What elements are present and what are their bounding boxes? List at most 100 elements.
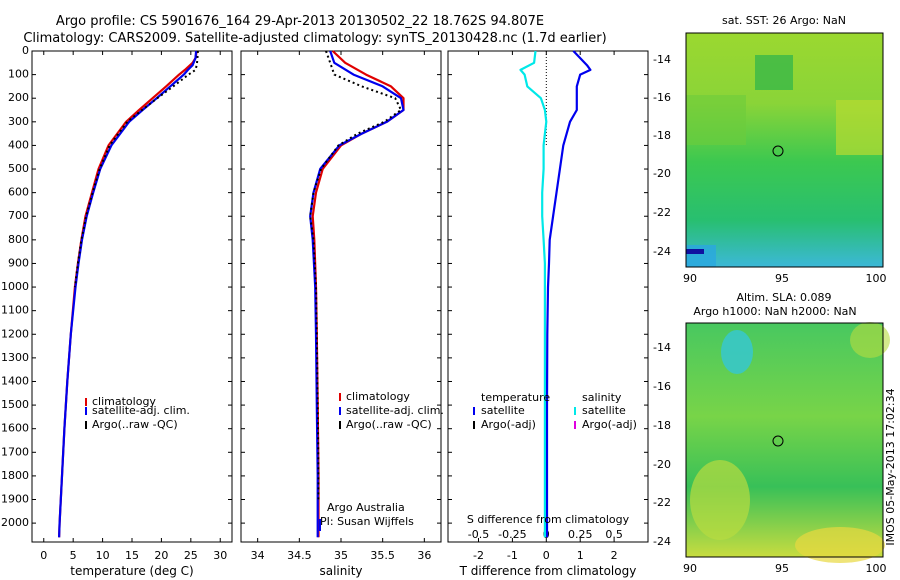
y-tick-label: 1300 bbox=[1, 351, 29, 364]
y-tick-label: 300 bbox=[8, 115, 29, 128]
salinity-legend: climatology satellite-adj. clim. Argo(..… bbox=[319, 390, 444, 531]
sla-map-title-1: Altim. SLA: 0.089 bbox=[736, 291, 831, 304]
series-line-argo-raw-qc- bbox=[73, 50, 199, 288]
legend-label-sal-satellite: satellite bbox=[582, 404, 626, 417]
sst-ytick: -22 bbox=[653, 206, 671, 219]
y-tick-label: 1900 bbox=[1, 493, 29, 506]
difference-panel: -2 -1 0 1 2-0.5 -0.25 0 0.25 0.5T difference fro… bbox=[447, 50, 649, 578]
sst-map: sat. SST: 26 Argo: NaN -14 -16 -18 -20 -… bbox=[653, 14, 886, 285]
y-tick-label: 1400 bbox=[1, 374, 29, 387]
legend-label-satellite: satellite-adj. clim. bbox=[92, 404, 190, 417]
argo-marker bbox=[772, 145, 784, 157]
sla-xtick: 90 bbox=[683, 562, 697, 575]
x-axis-label: T difference from climatology bbox=[459, 564, 637, 578]
plot-frame bbox=[240, 50, 442, 543]
salinity-panel: 34 34.5 35 35.5 36 salinity bbox=[240, 50, 442, 578]
sla-ytick: -16 bbox=[653, 380, 671, 393]
y-tick-label: 1100 bbox=[1, 304, 29, 317]
sla-xtick: 100 bbox=[866, 562, 887, 575]
x-tick-label: 36 bbox=[417, 549, 431, 562]
sla-ytick: -14 bbox=[653, 341, 671, 354]
x-tick-label: 2 bbox=[611, 549, 618, 562]
header-line1: Argo profile: CS 5901676_164 29-Apr-2013… bbox=[56, 14, 544, 29]
legend-label-argo: Argo(..raw -QC) bbox=[346, 418, 432, 431]
y-tick-label: 400 bbox=[8, 138, 29, 151]
top-tick-label: -0.5 bbox=[468, 528, 489, 541]
legend-label-climatology: climatology bbox=[92, 395, 156, 408]
x-tick-label: 30 bbox=[213, 549, 227, 562]
legend-title-temperature: temperature bbox=[481, 391, 550, 404]
y-tick-label: 200 bbox=[8, 91, 29, 104]
sla-ytick: -22 bbox=[653, 496, 671, 509]
sst-ytick: -18 bbox=[653, 129, 671, 142]
x-tick-label: -2 bbox=[473, 549, 484, 562]
header-line2: Climatology: CARS2009. Satellite-adjuste… bbox=[23, 31, 606, 46]
legend-label-satellite: satellite-adj. clim. bbox=[346, 404, 444, 417]
sst-xtick: 90 bbox=[683, 272, 697, 285]
sla-high-patch bbox=[690, 460, 750, 540]
y-tick-label: 600 bbox=[8, 186, 29, 199]
y-tick-label: 100 bbox=[8, 68, 29, 81]
sla-map: Altim. SLA: 0.089 Argo h1000: NaN h2000:… bbox=[653, 291, 890, 575]
sst-xtick: 95 bbox=[775, 272, 789, 285]
plot-frame bbox=[447, 50, 649, 543]
series-line-salinity-satellite bbox=[519, 50, 548, 538]
x-tick-label: 10 bbox=[96, 549, 110, 562]
y-tick-label: 1800 bbox=[1, 469, 29, 482]
x-tick-label: 34 bbox=[251, 549, 265, 562]
x-tick-label: 20 bbox=[154, 549, 168, 562]
sla-ytick: -18 bbox=[653, 419, 671, 432]
y-tick-label: 2000 bbox=[1, 516, 29, 529]
x-tick-label: 34.5 bbox=[287, 549, 312, 562]
legend-label-temp-satellite: satellite bbox=[481, 404, 525, 417]
side-timestamp-label: IMOS 05-May-2013 17:02:34 bbox=[884, 388, 897, 545]
x-tick-label: 15 bbox=[125, 549, 139, 562]
series-line-temperature-satellite bbox=[545, 50, 592, 538]
legend-label-climatology: climatology bbox=[346, 390, 410, 403]
series-line-argo-raw-qc- bbox=[309, 50, 402, 500]
y-tick-label: 700 bbox=[8, 209, 29, 222]
temperature-legend: climatology satellite-adj. clim. Argo(..… bbox=[85, 395, 190, 431]
sla-high-patch bbox=[850, 322, 890, 358]
sst-ytick: -20 bbox=[653, 167, 671, 180]
x-tick-label: 25 bbox=[184, 549, 198, 562]
series-line-satellite-adj-clim- bbox=[309, 50, 405, 538]
series-line-climatology bbox=[311, 50, 405, 538]
x-tick-label: -1 bbox=[507, 549, 518, 562]
x-tick-label: 5 bbox=[70, 549, 77, 562]
y-tick-label: 1600 bbox=[1, 422, 29, 435]
legend-label-temp-argo: Argo(-adj) bbox=[481, 418, 536, 431]
sst-patch bbox=[686, 95, 746, 145]
y-tick-label: 1000 bbox=[1, 280, 29, 293]
sst-map-title: sat. SST: 26 Argo: NaN bbox=[722, 14, 846, 27]
x-tick-label: 0 bbox=[543, 549, 550, 562]
top-tick-label: -0.25 bbox=[498, 528, 526, 541]
sla-map-title-2: Argo h1000: NaN h2000: NaN bbox=[693, 305, 856, 318]
x-tick-label: 35 bbox=[334, 549, 348, 562]
x-tick-label: 35.5 bbox=[370, 549, 395, 562]
x-axis-label: salinity bbox=[319, 564, 362, 578]
sla-low-patch bbox=[721, 330, 753, 374]
sla-map-frame bbox=[685, 322, 884, 558]
series-line-satellite-adj-clim- bbox=[58, 50, 198, 538]
sst-xtick: 100 bbox=[866, 272, 887, 285]
sst-map-frame bbox=[685, 32, 884, 268]
legend-label-argo: Argo(..raw -QC) bbox=[92, 418, 178, 431]
y-tick-label: 1200 bbox=[1, 327, 29, 340]
y-tick-label: 1500 bbox=[1, 398, 29, 411]
sst-cool-patch bbox=[755, 55, 793, 90]
sla-xtick: 95 bbox=[775, 562, 789, 575]
top-tick-label: 0.25 bbox=[568, 528, 593, 541]
y-tick-label: 900 bbox=[8, 256, 29, 269]
sst-warm-patch bbox=[836, 100, 883, 155]
sla-ytick: -20 bbox=[653, 458, 671, 471]
y-tick-label: 1700 bbox=[1, 445, 29, 458]
argo-marker bbox=[772, 435, 784, 447]
sla-high-patch bbox=[795, 527, 885, 563]
legend-label-sal-argo: Argo(-adj) bbox=[582, 418, 637, 431]
y-tick-label: 500 bbox=[8, 162, 29, 175]
x-tick-label: 1 bbox=[577, 549, 584, 562]
sst-land-patch bbox=[686, 249, 704, 254]
x-tick-label: 0 bbox=[40, 549, 47, 562]
